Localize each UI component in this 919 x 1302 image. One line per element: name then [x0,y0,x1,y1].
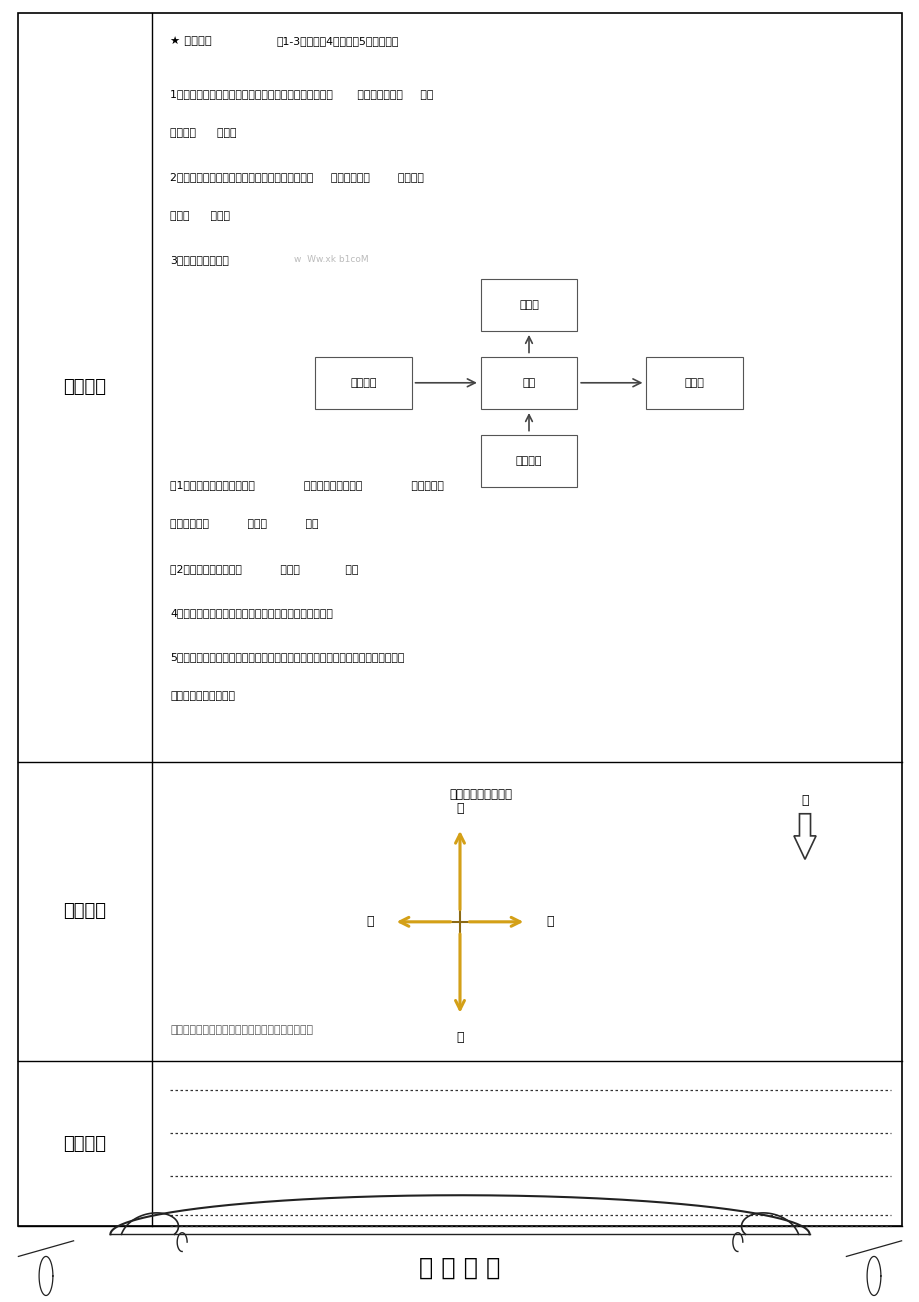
Text: （1-3题必做，4题选做，5题思考题）: （1-3题必做，4题选做，5题思考题） [276,36,398,47]
Bar [314,357,411,409]
Polygon shape [793,814,815,859]
Text: 5、你家的大门是朝哪个方向？东南西北的邻居是谁？和邻居之间发生过什么有趣: 5、你家的大门是朝哪个方向？东南西北的邻居是谁？和邻居之间发生过什么有趣 [170,652,404,663]
Text: （1）上图中学校的北面是（              ），学校的南面是（              ）。阳光超: （1）上图中学校的北面是（ ），学校的南面是（ ）。阳光超 [170,480,444,491]
Text: 右边是（      ）方。: 右边是（ ）方。 [170,128,236,138]
Text: （2）少年宫的西面有（           ），（             ）。: （2）少年宫的西面有（ ），（ ）。 [170,564,358,574]
Bar [481,435,577,487]
Text: 北: 北 [800,794,808,807]
Text: 北: 北 [456,802,463,815]
Text: 1、早晨，太阳从东方升起，我面向太阳，我的后面是（       ）方，左边是（     ），: 1、早晨，太阳从东方升起，我面向太阳，我的后面是（ ）方，左边是（ ）， [170,89,433,99]
Bar [645,357,743,409]
Text: 少年宫: 少年宫 [684,378,704,388]
Text: 西: 西 [366,915,373,928]
Text: 体育场: 体育场 [518,299,539,310]
Text: 板书设计: 板书设计 [63,902,107,921]
Text: 阳光超市: 阳光超市 [350,378,376,388]
Text: 4、坐在自己的座位看看你的东南西北分别是哪位同学？: 4、坐在自己的座位看看你的东南西北分别是哪位同学？ [170,608,333,618]
Text: ★ 堂清检测: ★ 堂清检测 [170,36,211,47]
Text: 学校: 学校 [522,378,535,388]
Text: 边是（      ）方。: 边是（ ）方。 [170,211,230,221]
Bar [481,279,577,331]
Text: 市的东面有（           ），（           ）。: 市的东面有（ ），（ ）。 [170,519,318,530]
Text: 3、看图回答问题：: 3、看图回答问题： [170,255,229,266]
Text: 东: 东 [546,915,553,928]
Bar [481,357,577,409]
Text: 当你面向北时，后面是南，左面是西，右面是东。: 当你面向北时，后面是南，左面是西，右面是东。 [170,1025,312,1035]
Text: 南: 南 [456,1031,463,1044]
Text: 作业设计: 作业设计 [63,379,107,396]
Text: 教 学 设 计: 教 学 设 计 [419,1256,500,1280]
Text: 课后小结: 课后小结 [63,1135,107,1152]
Text: 2、傍晚，夕阳西下，我面向太阳，我的后面是（     ），左边是（        ）方，右: 2、傍晚，夕阳西下，我面向太阳，我的后面是（ ），左边是（ ）方，右 [170,172,424,182]
Text: w  Ww.xk b1coM: w Ww.xk b1coM [294,255,369,264]
Text: 的故事说给大家听听？: 的故事说给大家听听？ [170,691,235,702]
Text: 认识东、南、西、北: 认识东、南、西、北 [448,788,512,801]
Text: 人民公园: 人民公园 [516,456,541,466]
